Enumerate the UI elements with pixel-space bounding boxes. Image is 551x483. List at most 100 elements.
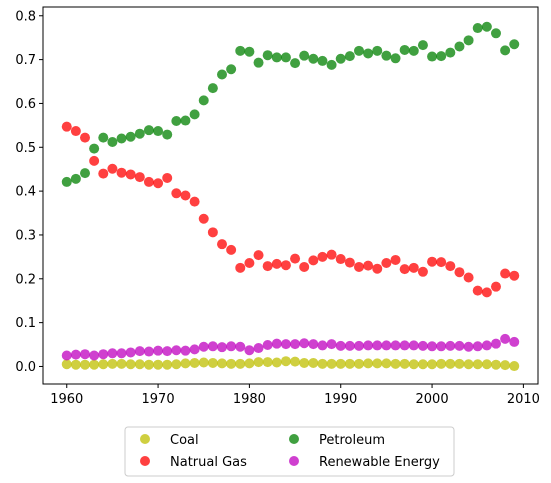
point-natrual-gas	[417, 266, 428, 277]
point-natrual-gas	[500, 268, 511, 279]
point-renewable-energy	[107, 348, 118, 359]
point-natrual-gas	[89, 155, 100, 166]
point-natrual-gas	[80, 132, 91, 143]
point-renewable-energy	[70, 349, 81, 360]
point-coal	[198, 357, 209, 368]
point-coal	[262, 357, 273, 368]
point-natrual-gas	[481, 287, 492, 298]
point-coal	[454, 358, 465, 369]
point-natrual-gas	[454, 267, 465, 278]
point-renewable-energy	[344, 340, 355, 351]
point-natrual-gas	[61, 121, 72, 132]
point-natrual-gas	[153, 178, 164, 189]
y-axis: 0.0 0.1 0.2 0.3 0.4 0.5 0.6 0.7 0.8	[15, 9, 43, 375]
point-renewable-energy	[381, 340, 392, 351]
point-renewable-energy	[490, 338, 501, 349]
y-tick-label: 0.8	[15, 9, 36, 24]
y-tick-label: 0.5	[15, 141, 36, 156]
point-renewable-energy	[80, 349, 91, 360]
point-petroleum	[262, 50, 273, 61]
point-petroleum	[381, 50, 392, 61]
point-renewable-energy	[399, 340, 410, 351]
point-natrual-gas	[253, 250, 264, 261]
point-coal	[61, 359, 72, 370]
point-coal	[107, 358, 118, 369]
point-renewable-energy	[454, 340, 465, 351]
point-coal	[381, 358, 392, 369]
point-natrual-gas	[463, 272, 474, 283]
point-petroleum	[61, 176, 72, 187]
point-coal	[472, 359, 483, 370]
point-coal	[399, 358, 410, 369]
point-petroleum	[363, 48, 374, 59]
x-tick-label: 1970	[142, 392, 175, 407]
x-tick-label: 1990	[324, 392, 357, 407]
point-coal	[153, 359, 164, 370]
point-petroleum	[217, 69, 227, 80]
point-natrual-gas	[509, 270, 520, 281]
point-coal	[427, 359, 438, 370]
point-petroleum	[390, 53, 401, 64]
x-axis: 1960 1970 1980 1990 2000 2010	[50, 384, 540, 407]
legend-label-natrual-gas: Natrual Gas	[170, 455, 247, 470]
legend-label-petroleum: Petroleum	[319, 433, 385, 448]
point-natrual-gas	[280, 260, 291, 271]
x-tick-label: 1960	[50, 392, 83, 407]
point-petroleum	[354, 45, 364, 56]
point-coal	[299, 357, 310, 368]
point-petroleum	[372, 45, 383, 56]
point-natrual-gas	[472, 285, 483, 296]
point-renewable-energy	[226, 341, 237, 352]
point-renewable-energy	[125, 347, 136, 358]
point-renewable-energy	[61, 350, 72, 361]
point-petroleum	[308, 53, 319, 64]
point-renewable-energy	[235, 341, 246, 352]
point-renewable-energy	[143, 346, 154, 357]
point-coal	[189, 357, 200, 368]
point-natrual-gas	[143, 176, 154, 187]
x-tick-label: 2010	[507, 392, 540, 407]
point-petroleum	[180, 115, 191, 126]
point-coal	[326, 358, 337, 369]
point-natrual-gas	[244, 258, 255, 269]
data-markers	[61, 21, 520, 372]
y-tick-label: 0.6	[15, 97, 36, 112]
point-natrual-gas	[134, 172, 145, 183]
point-petroleum	[399, 44, 410, 55]
point-coal	[89, 359, 100, 370]
point-coal	[390, 358, 401, 369]
point-petroleum	[436, 51, 447, 62]
point-renewable-energy	[308, 339, 319, 350]
point-petroleum	[153, 126, 164, 137]
point-renewable-energy	[427, 341, 438, 352]
point-coal	[235, 358, 246, 369]
point-petroleum	[445, 47, 456, 58]
point-petroleum	[417, 40, 428, 51]
point-coal	[116, 358, 127, 369]
point-petroleum	[253, 57, 264, 68]
y-tick-label: 0.2	[15, 272, 36, 287]
point-petroleum	[317, 55, 328, 66]
point-renewable-energy	[271, 338, 282, 349]
y-tick-label: 0.4	[15, 185, 36, 200]
point-natrual-gas	[198, 213, 209, 224]
point-renewable-energy	[280, 339, 291, 350]
point-petroleum	[162, 129, 173, 140]
point-coal	[180, 358, 191, 369]
point-natrual-gas	[372, 263, 383, 274]
legend-marker-natrual-gas	[140, 456, 150, 466]
point-coal	[271, 357, 282, 368]
point-natrual-gas	[490, 281, 501, 292]
point-natrual-gas	[116, 167, 127, 178]
point-coal	[70, 359, 81, 370]
point-coal	[308, 357, 319, 368]
point-renewable-energy	[89, 350, 100, 361]
point-natrual-gas	[436, 257, 447, 268]
point-petroleum	[70, 173, 81, 184]
point-renewable-energy	[134, 346, 145, 357]
point-renewable-energy	[500, 333, 511, 344]
legend: Coal Natrual Gas Petroleum Renewable Energy	[124, 426, 455, 477]
point-coal	[244, 358, 255, 369]
point-renewable-energy	[162, 346, 173, 357]
